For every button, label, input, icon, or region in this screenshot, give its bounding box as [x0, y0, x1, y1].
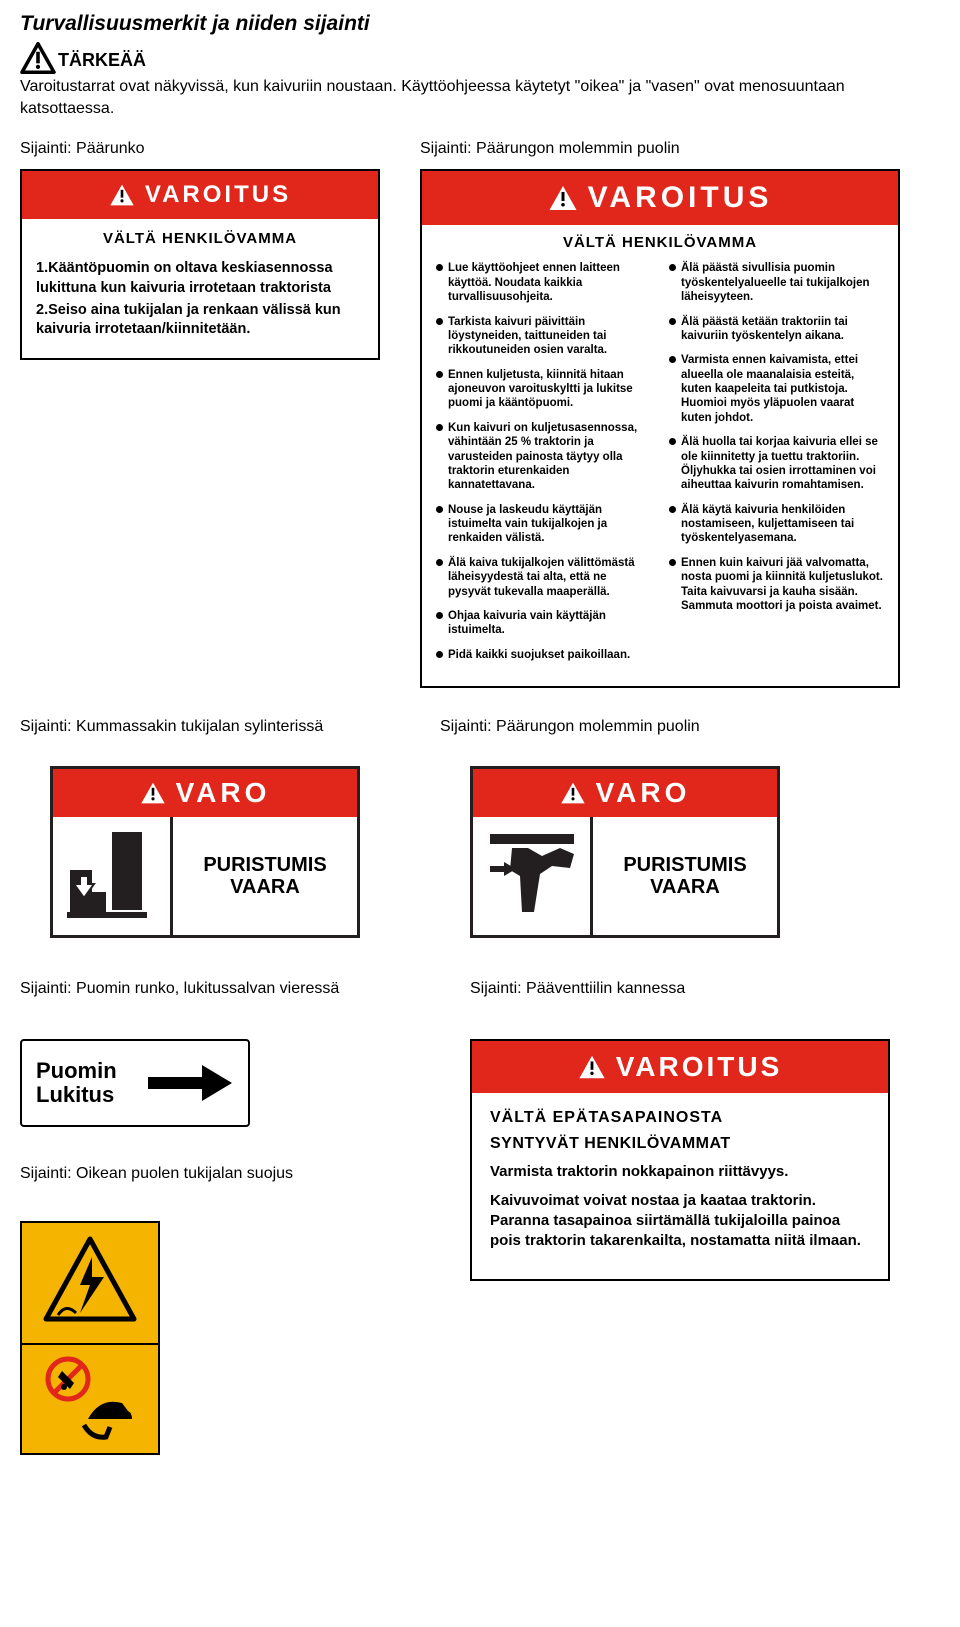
sign-subtitle: VÄLTÄ HENKILÖVAMMA [436, 233, 884, 253]
exclaim-triangle-icon [109, 183, 135, 207]
sign-header-text: VAROITUS [616, 1048, 783, 1086]
sign-bullet: Älä päästä sivullisia puomin työskentely… [669, 261, 884, 304]
sign-bullet: Ohjaa kaivuria vain käyttäjän istuimelta… [436, 609, 651, 638]
sign-header-text: VARO [596, 774, 691, 812]
sign-paragraph: Kaivuvoimat voivat nostaa ja kaataa trak… [490, 1191, 870, 1252]
sign-bullet: Ennen kuljetusta, kiinnitä hitaan ajoneu… [436, 368, 651, 411]
caution-text: PURISTUMIS VAARA [173, 817, 357, 935]
location-label: Sijainti: Päärungon molemmin puolin [420, 138, 680, 160]
sign-col-left: Lue käyttöohjeet ennen laitteen käyttöä.… [436, 261, 651, 672]
sign-bullet: Lue käyttöohjeet ennen laitteen käyttöä.… [436, 261, 651, 304]
sign-subtitle: VÄLTÄ HENKILÖVAMMA [36, 229, 364, 249]
sign-bullet: Varmista ennen kaivamista, ettei alueell… [669, 353, 884, 425]
location-label: Sijainti: Kummassakin tukijalan sylinter… [20, 716, 380, 738]
foot-crush-icon [62, 826, 162, 926]
warning-triangle-icon [20, 42, 56, 74]
yellow-hazard-sign [20, 1221, 160, 1455]
sign-bullet: Ennen kuin kaivuri jää valvomatta, nosta… [669, 556, 884, 614]
sign-bullet: Älä kaiva tukijalkojen välittömästä lähe… [436, 556, 651, 599]
sign-header-text: VAROITUS [588, 178, 773, 219]
sign-header: VARO [473, 769, 777, 817]
sign-bullet: Älä päästä ketään traktoriin tai kaivuri… [669, 315, 884, 344]
location-label: Sijainti: Päärunko [20, 138, 380, 160]
sign-header: VAROITUS [422, 171, 898, 225]
sign-bullet: Älä käytä kaivuria henkilöiden nostamise… [669, 503, 884, 546]
important-row: TÄRKEÄÄ [20, 42, 940, 74]
sign-bullet: Tarkista kaivuri päivittäin löystyneiden… [436, 315, 651, 358]
sign-bullet: Pidä kaikki suojukset paikoillaan. [436, 648, 651, 662]
intro-text: Varoitustarrat ovat näkyvissä, kun kaivu… [20, 76, 940, 119]
sign-bullet: Nouse ja laskeudu käyttäjän istuimelta v… [436, 503, 651, 546]
exclaim-triangle-icon [578, 1054, 606, 1080]
sign-header-text: VARO [176, 774, 271, 812]
sign-title-line: SYNTYVÄT HENKILÖVAMMAT [490, 1133, 870, 1155]
sign-paragraph: Varmista traktorin nokkapainon riittävyy… [490, 1162, 870, 1182]
warning-sign-3: VAROITUS VÄLTÄ EPÄTASAPAINOSTA SYNTYVÄT … [470, 1039, 890, 1281]
lock-line: Puomin [36, 1059, 158, 1083]
sign-header: VAROITUS [22, 171, 378, 219]
location-label: Sijainti: Oikean puolen tukijalan suojus [20, 1163, 420, 1185]
location-row-2: Sijainti: Kummassakin tukijalan sylinter… [20, 716, 940, 748]
location-label: Sijainti: Puomin runko, lukitussalvan vi… [20, 978, 420, 1000]
hand-crush-icon [482, 826, 582, 926]
sign-item: 2.Seiso aina tukijalan ja renkaan väliss… [36, 301, 364, 340]
exclaim-triangle-icon [548, 184, 578, 212]
warning-sign-1: VAROITUS VÄLTÄ HENKILÖVAMMA 1.Kääntöpuom… [20, 169, 380, 360]
no-dig-helmet-icon [35, 1349, 145, 1449]
warning-sign-2: VAROITUS VÄLTÄ HENKILÖVAMMA Lue käyttöoh… [420, 169, 900, 688]
electric-hazard-icon [35, 1233, 145, 1333]
sign-title-line: VÄLTÄ EPÄTASAPAINOSTA [490, 1107, 870, 1129]
sign-header: VAROITUS [472, 1041, 888, 1093]
sign-bullet: Älä huolla tai korjaa kaivuria ellei se … [669, 435, 884, 493]
location-row-1: Sijainti: Päärunko Sijainti: Päärungon m… [20, 138, 940, 170]
sign-col-right: Älä päästä sivullisia puomin työskentely… [669, 261, 884, 672]
exclaim-triangle-icon [560, 781, 586, 805]
boom-lock-sign: Puomin Lukitus [20, 1039, 250, 1127]
page-title: Turvallisuusmerkit ja niiden sijainti [20, 10, 940, 38]
caution-text: PURISTUMIS VAARA [593, 817, 777, 935]
caution-sign-hand: VARO PURISTUMIS VAARA [470, 766, 780, 938]
arrow-right-icon [148, 1063, 232, 1103]
exclaim-triangle-icon [140, 781, 166, 805]
caution-sign-foot: VARO PURISTUMIS VAARA [50, 766, 360, 938]
location-label: Sijainti: Pääventtiilin kannessa [470, 978, 685, 1000]
sign-header: VARO [53, 769, 357, 817]
lock-line: Lukitus [36, 1083, 158, 1107]
important-label: TÄRKEÄÄ [58, 48, 146, 74]
sign-bullet: Kun kaivuri on kuljetusasennossa, vähint… [436, 421, 651, 493]
sign-item: 1.Kääntöpuomin on oltava keskiasennossa … [36, 259, 364, 298]
location-label: Sijainti: Päärungon molemmin puolin [440, 716, 700, 738]
sign-header-text: VAROITUS [145, 179, 291, 211]
location-row-3: Sijainti: Puomin runko, lukitussalvan vi… [20, 978, 940, 1010]
